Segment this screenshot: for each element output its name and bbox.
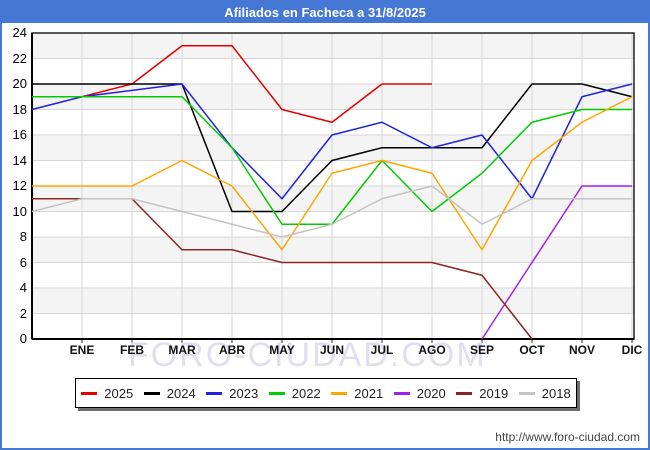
series-line-2024 — [32, 83, 633, 213]
legend-swatch-2022 — [268, 391, 285, 395]
legend-swatch-2021 — [331, 391, 348, 395]
legend-swatch-2018 — [518, 391, 535, 395]
legend-item-2020: 2020 — [389, 386, 452, 401]
y-tick-label: 2 — [19, 305, 27, 321]
watermark-text: FORO-CIUDAD.COM — [128, 336, 487, 374]
x-tick-label-jun: JUN — [319, 343, 344, 357]
x-tick-label-nov: NOV — [568, 343, 595, 357]
legend-label: 2024 — [166, 385, 196, 401]
chart-title: Afiliados en Facheca a 31/8/2025 — [2, 2, 648, 23]
footer-link[interactable]: http://www.foro-ciudad.com — [495, 430, 640, 444]
y-tick-label: 8 — [19, 229, 27, 244]
plot-band — [32, 135, 634, 161]
y-tick-label: 22 — [12, 50, 27, 66]
y-tick-label: 12 — [12, 178, 27, 193]
legend-swatch-2019 — [456, 391, 473, 395]
legend-label: 2022 — [291, 385, 321, 401]
series-line-2020 — [481, 185, 632, 340]
legend-item-2025: 2025 — [76, 386, 139, 401]
plot-band — [32, 33, 634, 59]
x-tick-label-mar: MAR — [168, 343, 196, 357]
legend-swatch-2024 — [143, 391, 160, 395]
legend-item-2023: 2023 — [201, 386, 264, 401]
plot-band — [32, 58, 634, 84]
series-line-2025 — [81, 45, 432, 123]
x-tick-label-sep: SEP — [469, 343, 494, 357]
x-tick-label-may: MAY — [269, 343, 295, 357]
y-tick-label: 10 — [12, 203, 27, 219]
legend-label: 2021 — [354, 385, 384, 401]
x-tick-label-feb: FEB — [120, 343, 144, 357]
legend-label: 2020 — [416, 385, 446, 401]
y-tick-label: 0 — [19, 331, 27, 346]
y-tick-label: 20 — [12, 76, 27, 91]
x-tick-label-jul: JUL — [370, 343, 394, 357]
y-tick-label: 6 — [19, 254, 27, 270]
y-tick-label: 24 — [12, 25, 27, 40]
legend-label: 2019 — [479, 385, 509, 401]
legend-swatch-2023 — [206, 391, 223, 395]
x-tick-label-abr: ABR — [219, 343, 245, 357]
legend-item-2021: 2021 — [326, 386, 389, 401]
legend-item-2019: 2019 — [451, 386, 514, 401]
x-tick-label-ago: AGO — [418, 343, 446, 357]
y-tick-label: 16 — [12, 127, 27, 142]
legend-item-2018: 2018 — [514, 386, 577, 401]
x-tick-label-ene: ENE — [69, 343, 95, 357]
plot-band — [32, 288, 634, 314]
plot-band — [32, 237, 634, 263]
plot-band — [32, 262, 634, 288]
chart-legend: 2025 2024 2023 2022 2021 2020 2019 2018 — [75, 378, 577, 408]
series-line-2021 — [32, 96, 633, 251]
x-tick-label-oct: OCT — [519, 343, 545, 357]
y-tick-label: 4 — [19, 280, 27, 295]
y-tick-label: 18 — [12, 101, 27, 117]
legend-item-2022: 2022 — [264, 386, 327, 401]
x-tick-label-dic: DIC — [621, 343, 643, 357]
legend-label: 2025 — [104, 385, 134, 401]
legend-swatch-2025 — [81, 391, 98, 395]
legend-item-2024: 2024 — [139, 386, 202, 401]
series-line-2018 — [31, 185, 632, 238]
y-tick-label: 14 — [12, 152, 27, 168]
legend-swatch-2020 — [393, 391, 410, 395]
legend-label: 2023 — [229, 385, 259, 401]
legend-label: 2018 — [541, 385, 571, 401]
